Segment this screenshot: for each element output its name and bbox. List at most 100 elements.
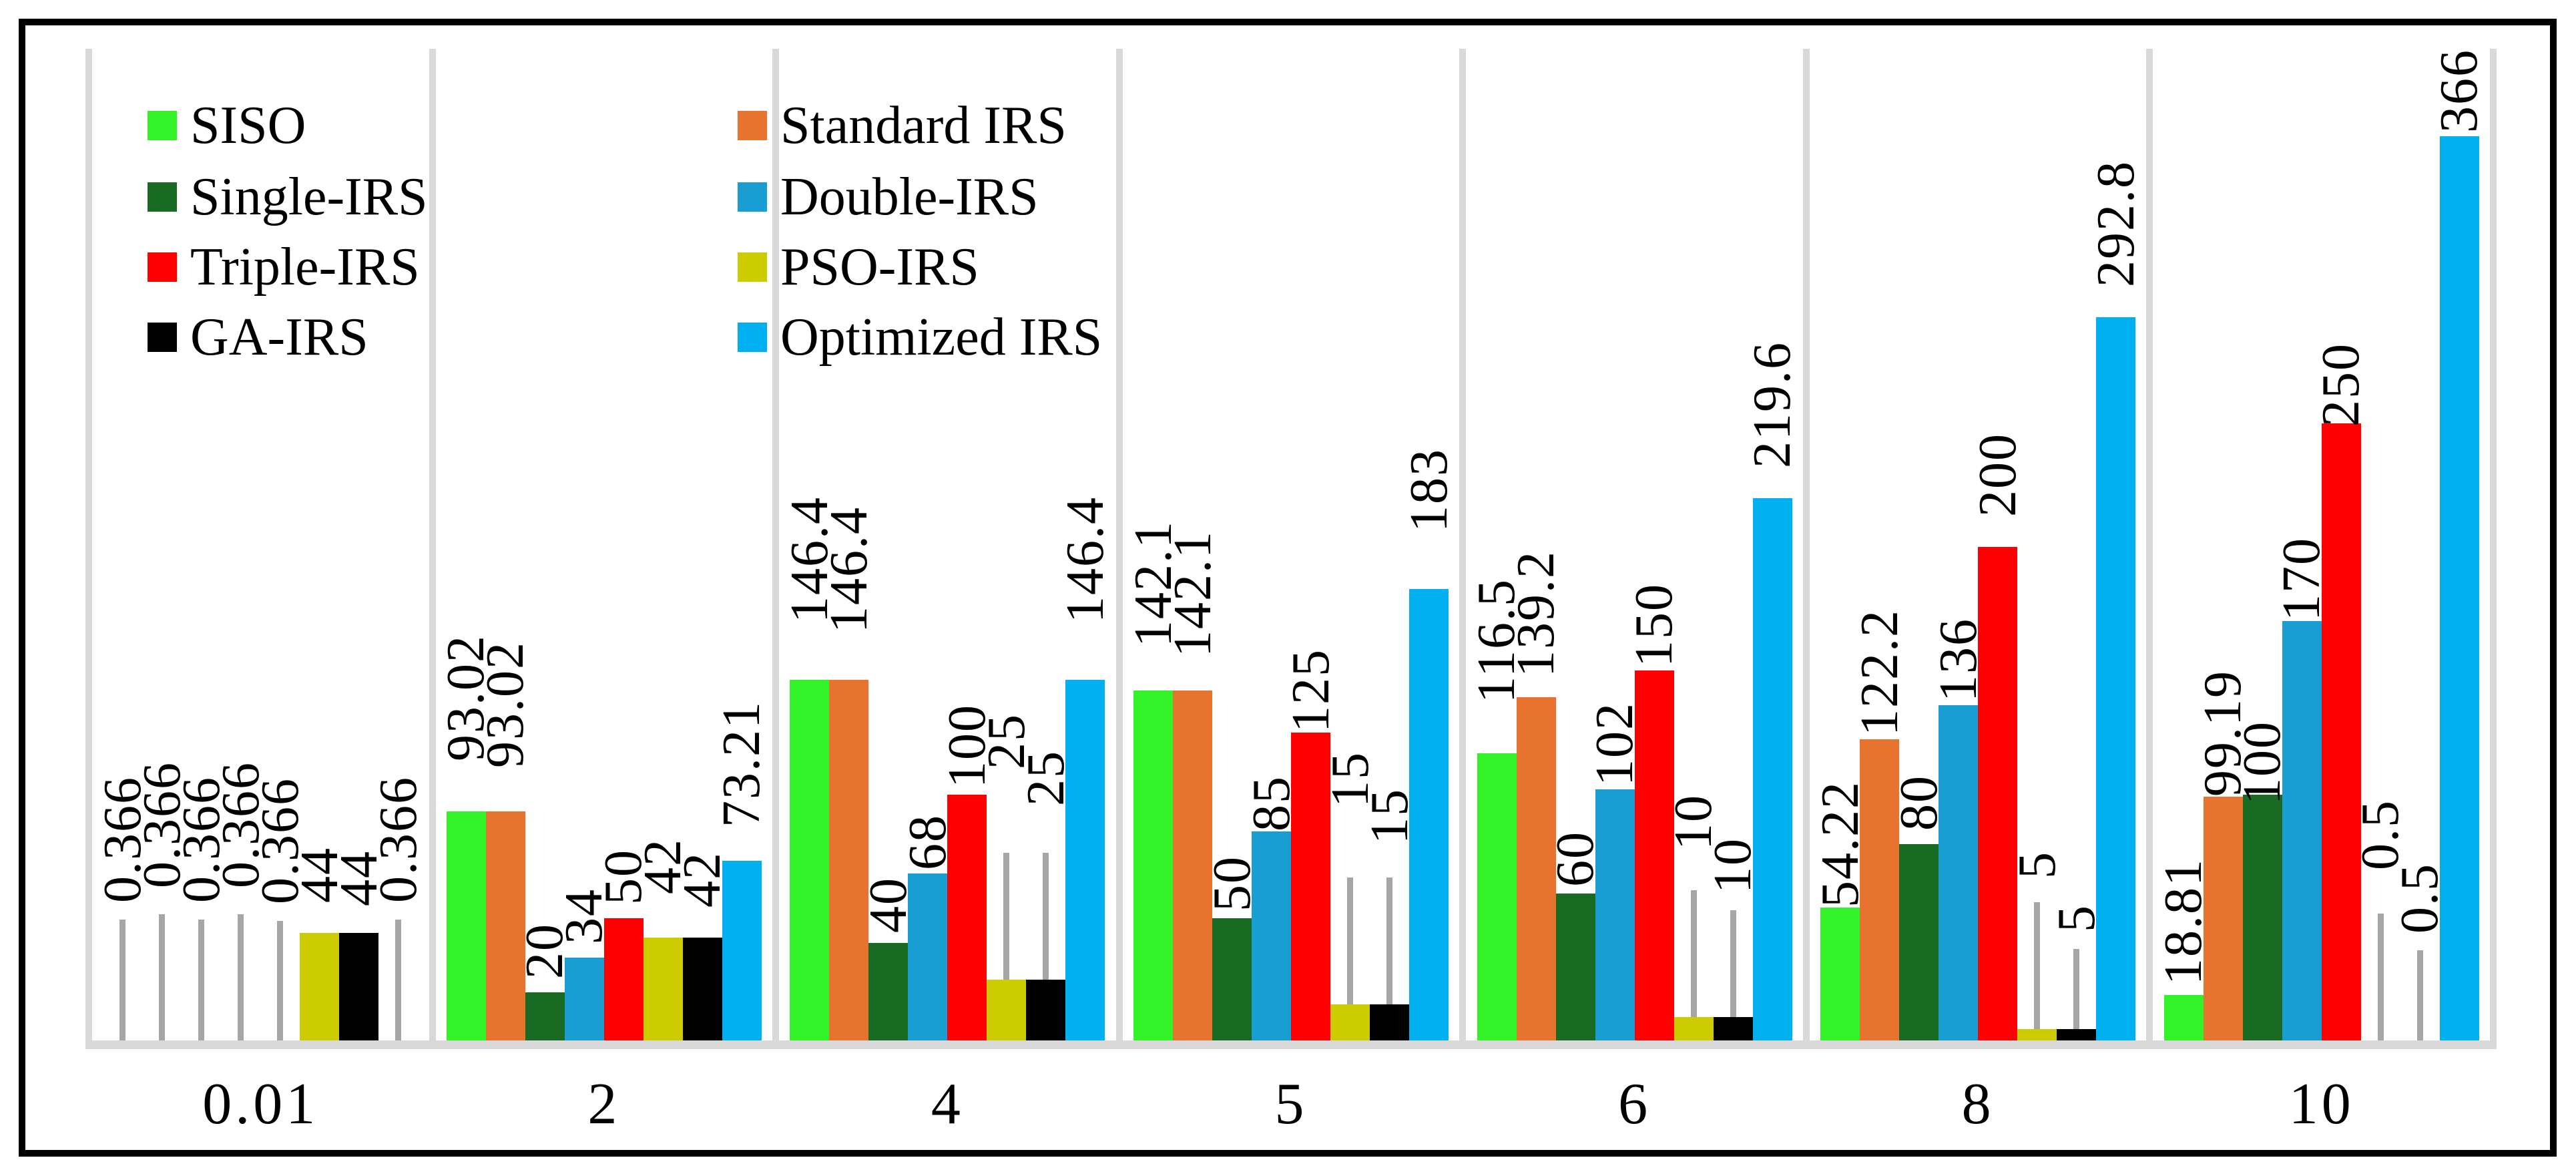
- bar-optimized-irs-6: [1752, 498, 1792, 1042]
- category-divider-line: [1459, 49, 1467, 1040]
- bar-value-label: 15: [1360, 788, 1419, 845]
- legend-item-triple-irs: Triple-IRS: [148, 237, 420, 297]
- label-leader-line: [277, 920, 284, 1041]
- bar-optimized-irs-5: [1409, 588, 1449, 1042]
- bar-optimized-irs-4: [1065, 679, 1105, 1042]
- legend-swatch-pso-irs: [738, 252, 767, 282]
- bar-value-label: 142.1: [1163, 530, 1222, 657]
- bar-siso-5: [1133, 690, 1173, 1042]
- bar-triple-irs-2: [603, 918, 643, 1042]
- label-leader-line: [1043, 853, 1049, 980]
- label-leader-line: [1730, 910, 1736, 1017]
- legend-item-optimized-irs: Optimized IRS: [738, 307, 1102, 367]
- bar-siso-6: [1477, 753, 1517, 1042]
- bar-value-label: 80: [1889, 774, 1949, 831]
- bar-ga-irs-0-01: [339, 932, 379, 1042]
- bar-value-label: 292.8: [2086, 160, 2145, 288]
- bar-value-label: 42: [673, 851, 732, 908]
- bar-single-irs-6: [1555, 893, 1595, 1042]
- legend-swatch-ga-irs: [148, 323, 177, 352]
- bar-single-irs-8: [1899, 843, 1939, 1042]
- category-divider-line: [1115, 49, 1123, 1040]
- bar-value-label: 5: [2007, 851, 2067, 879]
- bar-value-label: 50: [1202, 855, 1262, 912]
- bar-value-label: 102: [1585, 702, 1645, 787]
- bar-value-label: 150: [1625, 583, 1684, 668]
- bar-value-label: 125: [1281, 648, 1340, 733]
- legend-item-ga-irs: GA-IRS: [148, 307, 368, 367]
- legend-label: GA-IRS: [190, 308, 368, 367]
- bar-value-label: 250: [2312, 342, 2371, 427]
- bar-value-label: 136: [1928, 618, 1988, 703]
- bar-double-irs-2: [564, 958, 604, 1042]
- label-leader-line: [395, 919, 402, 1041]
- bar-pso-irs-5: [1330, 1004, 1370, 1042]
- category-divider-line: [2490, 49, 2497, 1040]
- x-axis-label-5: 5: [1274, 1072, 1308, 1137]
- category-divider-line: [85, 49, 92, 1040]
- bar-optimized-irs-2: [722, 860, 762, 1042]
- bar-value-label: 40: [858, 876, 918, 933]
- bar-pso-irs-8: [2017, 1029, 2057, 1042]
- bar-value-label: 0.5: [2390, 863, 2450, 934]
- bar-pso-irs-2: [643, 938, 683, 1042]
- bar-double-irs-10: [2282, 621, 2322, 1042]
- bar-standard-irs-8: [1860, 739, 1900, 1042]
- bar-single-irs-4: [868, 942, 909, 1042]
- bar-value-label: 122.2: [1850, 609, 1909, 737]
- x-axis-label-10: 10: [2288, 1072, 2354, 1137]
- legend-item-standard-irs: Standard IRS: [738, 95, 1067, 156]
- legend-label: PSO-IRS: [780, 238, 979, 297]
- label-leader-line: [159, 914, 166, 1041]
- legend-label: Double-IRS: [780, 168, 1039, 226]
- bar-value-label: 100: [2233, 720, 2292, 805]
- bar-triple-irs-6: [1634, 670, 1674, 1042]
- label-leader-line: [2034, 902, 2041, 1030]
- label-leader-line: [119, 919, 126, 1041]
- category-divider-line: [1802, 49, 1810, 1040]
- bar-value-label: 146.4: [819, 506, 878, 633]
- bar-pso-irs-6: [1673, 1016, 1714, 1042]
- legend-item-pso-irs: PSO-IRS: [738, 237, 979, 297]
- x-axis-label-6: 6: [1618, 1072, 1651, 1137]
- label-leader-line: [1003, 853, 1010, 980]
- label-leader-line: [2377, 914, 2384, 1041]
- bar-ga-irs-5: [1370, 1004, 1409, 1042]
- bar-ga-irs-8: [2057, 1029, 2097, 1042]
- bar-value-label: 0.366: [368, 775, 428, 903]
- bar-ga-irs-2: [682, 938, 722, 1042]
- bar-value-label: 73.21: [712, 700, 772, 827]
- label-leader-line: [1386, 877, 1392, 1005]
- bar-value-label: 68: [898, 814, 957, 871]
- legend-swatch-double-irs: [738, 182, 767, 212]
- bar-double-irs-8: [1939, 705, 1979, 1042]
- bar-value-label: 366: [2430, 48, 2489, 133]
- bar-double-irs-6: [1595, 789, 1635, 1042]
- bar-value-label: 0.5: [2351, 799, 2410, 871]
- legend-item-double-irs: Double-IRS: [738, 167, 1039, 227]
- bar-double-irs-5: [1252, 831, 1291, 1042]
- bar-ga-irs-4: [1026, 980, 1066, 1042]
- bar-siso-2: [446, 811, 486, 1042]
- category-divider-line: [429, 49, 436, 1040]
- legend-swatch-triple-irs: [148, 252, 177, 282]
- bar-siso-8: [1820, 908, 1860, 1042]
- bar-value-label: 85: [1242, 775, 1301, 832]
- legend-label: Triple-IRS: [190, 238, 420, 297]
- bar-optimized-irs-10: [2439, 136, 2479, 1042]
- bar-value-label: 93.02: [476, 641, 535, 769]
- bar-standard-irs-10: [2203, 796, 2243, 1042]
- bar-value-label: 5: [2047, 904, 2106, 933]
- label-leader-line: [1690, 890, 1697, 1017]
- legend-swatch-optimized-irs: [738, 323, 767, 352]
- bar-value-label: 60: [1546, 830, 1605, 887]
- bar-single-irs-2: [525, 992, 565, 1042]
- bar-value-label: 139.2: [1507, 550, 1566, 678]
- bar-value-label: 25: [1016, 750, 1075, 807]
- x-axis-label-4: 4: [931, 1072, 964, 1137]
- bar-pso-irs-0-01: [300, 932, 340, 1042]
- label-leader-line: [238, 914, 244, 1041]
- bar-pso-irs-4: [987, 980, 1027, 1042]
